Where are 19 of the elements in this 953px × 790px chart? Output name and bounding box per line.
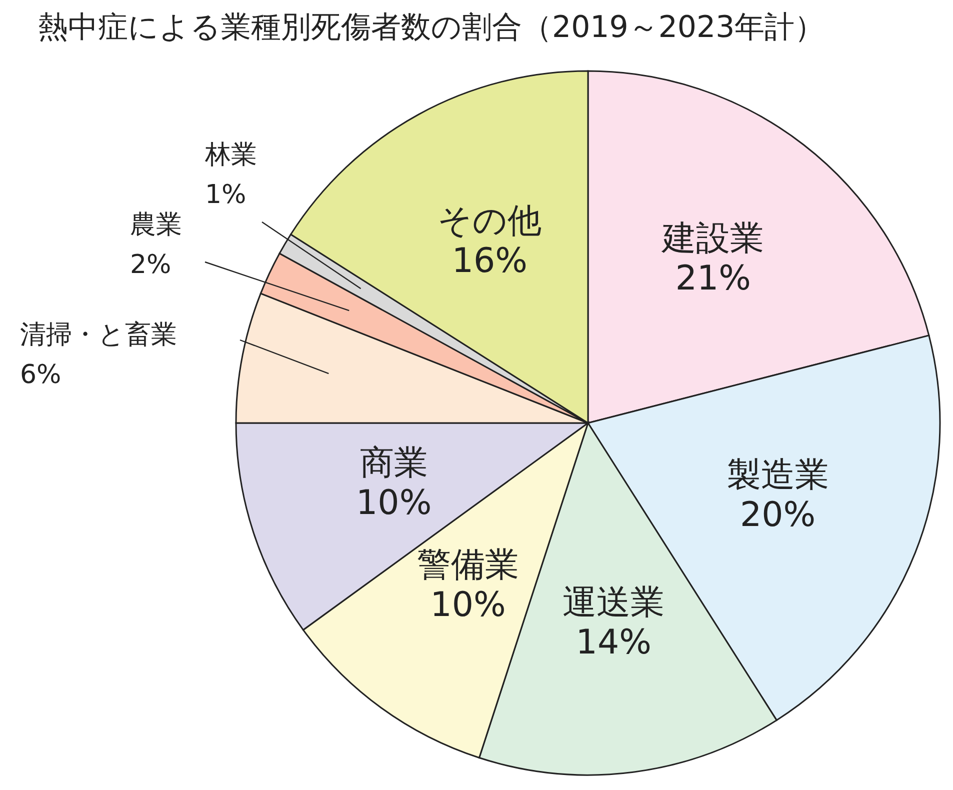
data-label: 6% bbox=[20, 360, 62, 390]
data-label: 14% bbox=[576, 622, 652, 663]
slice-label: 清掃・と畜業 bbox=[20, 320, 177, 350]
data-label: 2% bbox=[130, 250, 172, 280]
slice-label: 警備業 bbox=[417, 545, 519, 586]
slice-label: 農業 bbox=[130, 210, 182, 240]
slice-label: 建設業 bbox=[661, 218, 764, 259]
data-label: 21% bbox=[675, 258, 751, 299]
data-label: 10% bbox=[356, 483, 432, 524]
chart-title: 熱中症による業種別死傷者数の割合（2019～2023年計） bbox=[38, 10, 825, 45]
data-label: 20% bbox=[740, 495, 816, 536]
slice-label: 商業 bbox=[360, 443, 428, 484]
data-label: 16% bbox=[452, 241, 528, 282]
slice-label: 林業 bbox=[204, 140, 257, 170]
slice-label: 製造業 bbox=[726, 455, 829, 496]
data-label: 1% bbox=[205, 180, 246, 210]
slice-label: その他 bbox=[438, 201, 542, 242]
data-label: 10% bbox=[430, 585, 506, 626]
slice-label: 運送業 bbox=[562, 582, 665, 623]
